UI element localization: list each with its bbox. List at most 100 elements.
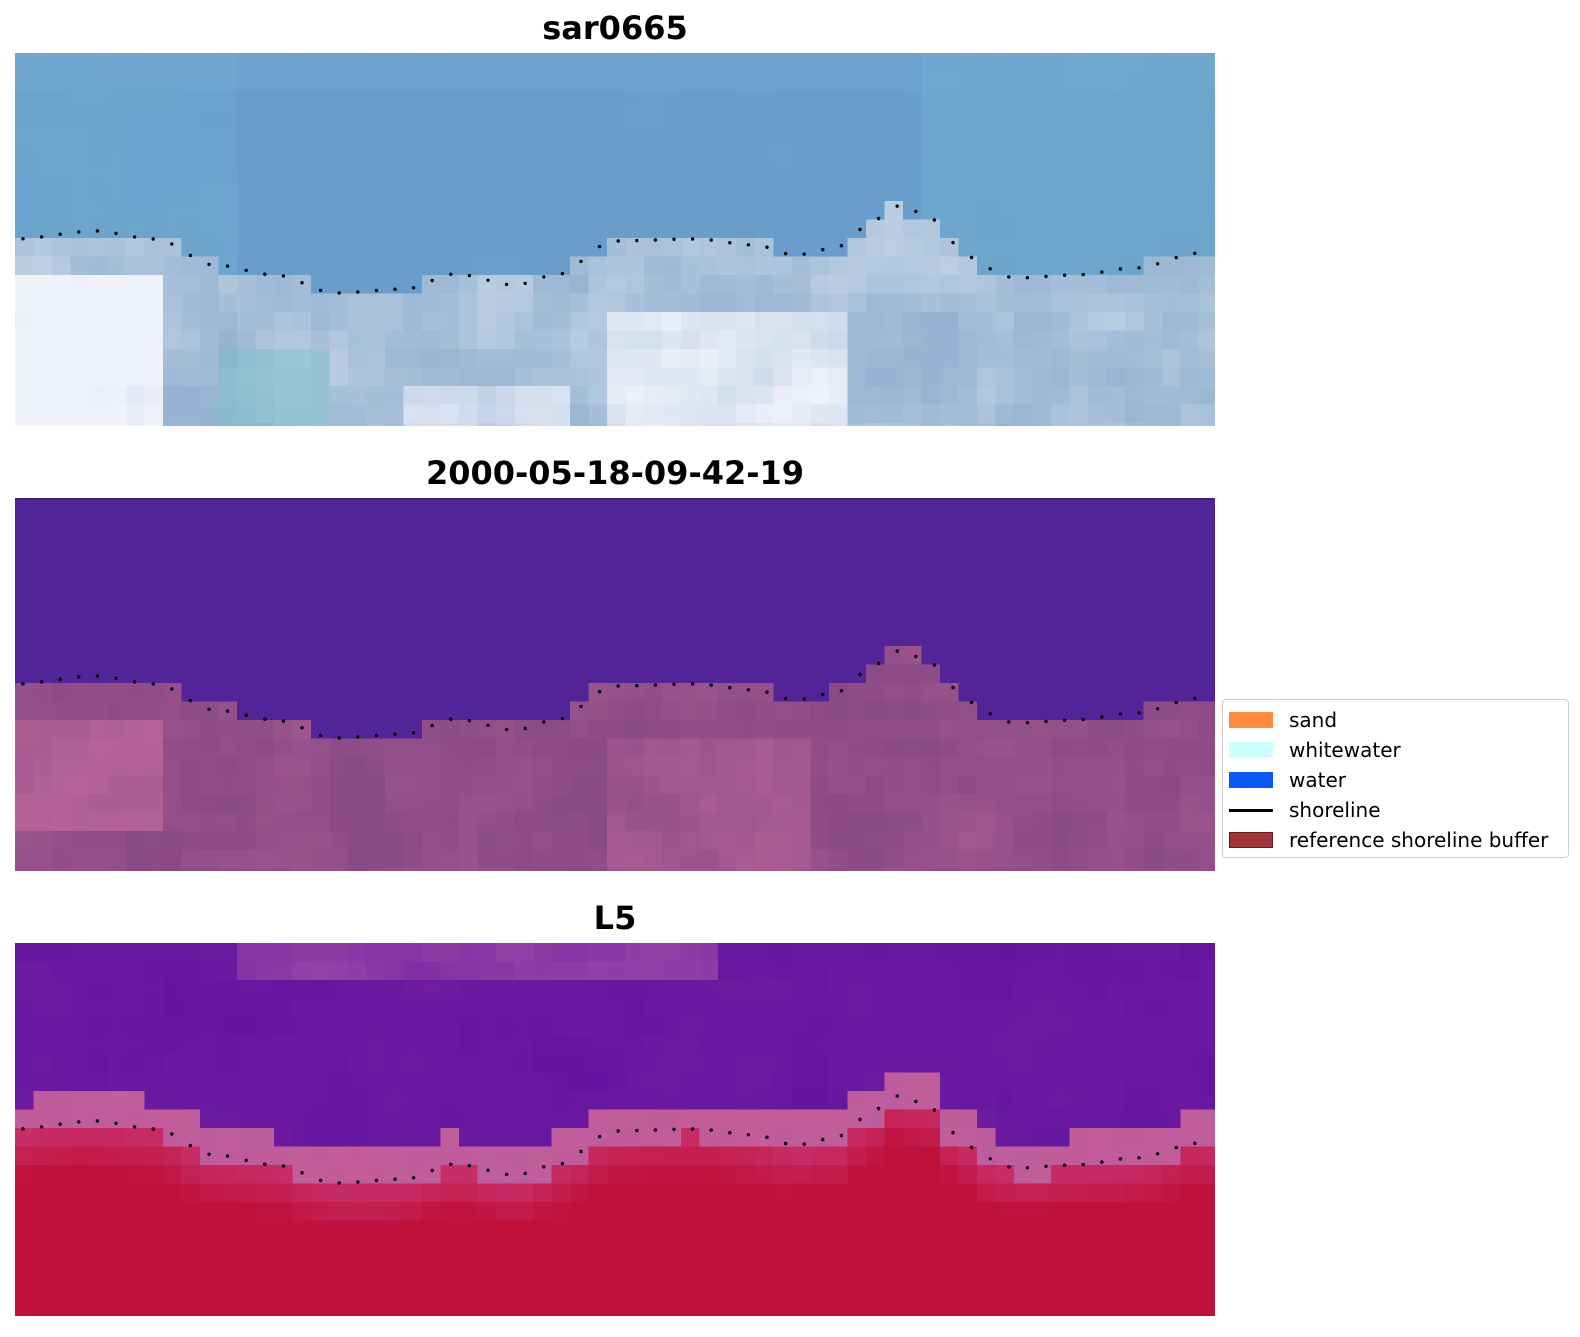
raster-cell [681, 590, 701, 610]
shoreline-point [21, 237, 25, 241]
raster-cell [255, 219, 275, 239]
raster-cell [163, 1128, 183, 1148]
raster-cell [1199, 1183, 1215, 1203]
raster-cell [440, 1294, 460, 1314]
raster-cell [588, 367, 608, 387]
raster-cell [607, 572, 627, 592]
raster-cell [551, 293, 571, 313]
shoreline-point [486, 278, 490, 282]
raster-cell [829, 998, 849, 1018]
raster-cell [1051, 330, 1071, 350]
raster-cell [810, 516, 830, 536]
raster-cell [1143, 330, 1163, 350]
raster-cell [440, 980, 460, 1000]
raster-cell [533, 1239, 553, 1259]
raster-cell [755, 1220, 775, 1240]
shoreline-point [1100, 715, 1104, 719]
raster-cell [292, 238, 312, 258]
raster-cell [477, 1091, 497, 1111]
raster-cell [551, 1313, 571, 1316]
raster-cell [699, 53, 719, 73]
shoreline-point [672, 682, 676, 686]
raster-cell [274, 757, 294, 777]
raster-cell [718, 553, 738, 573]
raster-cell [1088, 831, 1108, 851]
raster-cell [89, 980, 109, 1000]
raster-cell [70, 293, 90, 313]
raster-cell [144, 1313, 164, 1316]
raster-cell [459, 775, 479, 795]
raster-cell [736, 1128, 756, 1148]
raster-cell [514, 849, 534, 869]
raster-cell [181, 757, 201, 777]
raster-cell [736, 572, 756, 592]
raster-cell [607, 831, 627, 851]
raster-cell [514, 386, 534, 406]
raster-cell [33, 1239, 53, 1259]
raster-cell [70, 1091, 90, 1111]
raster-cell [1014, 720, 1034, 740]
raster-cell [440, 757, 460, 777]
raster-cell [107, 868, 127, 871]
raster-cell [570, 90, 590, 110]
raster-cell [1162, 275, 1182, 295]
raster-cell [1032, 275, 1052, 295]
raster-cell [459, 312, 479, 332]
raster-cell [15, 812, 35, 832]
raster-cell [311, 219, 331, 239]
raster-cell [662, 1035, 682, 1055]
raster-cell [477, 590, 497, 610]
raster-cell [1106, 182, 1126, 202]
raster-cell [644, 404, 664, 424]
raster-cell [995, 90, 1015, 110]
raster-cell [33, 627, 53, 647]
raster-cell [200, 349, 220, 369]
raster-cell [52, 683, 72, 703]
raster-cell [662, 349, 682, 369]
raster-cell [884, 275, 904, 295]
raster-cell [403, 71, 423, 91]
raster-cell [736, 1035, 756, 1055]
raster-cell [1125, 1220, 1145, 1240]
raster-cell [1106, 349, 1126, 369]
image-panel-classified [15, 498, 1215, 871]
raster-cell [810, 275, 830, 295]
raster-cell [533, 609, 553, 629]
raster-cell [588, 1035, 608, 1055]
raster-cell [847, 738, 867, 758]
raster-cell [810, 831, 830, 851]
raster-cell [459, 164, 479, 184]
raster-cell [533, 516, 553, 536]
raster-cell [1125, 71, 1145, 91]
raster-cell [644, 831, 664, 851]
raster-cell [1069, 1294, 1089, 1314]
raster-cell [237, 386, 257, 406]
raster-cell [533, 961, 553, 981]
raster-cell [662, 849, 682, 869]
raster-cell [477, 961, 497, 981]
raster-cell [940, 238, 960, 258]
raster-cell [237, 330, 257, 350]
raster-cell [995, 1128, 1015, 1148]
raster-cell [255, 386, 275, 406]
raster-cell [625, 1220, 645, 1240]
raster-cell [70, 720, 90, 740]
raster-cell [1143, 757, 1163, 777]
raster-cell [329, 720, 349, 740]
raster-cell [329, 553, 349, 573]
raster-cell [866, 757, 886, 777]
raster-cell [958, 701, 978, 721]
raster-cell [1180, 1239, 1200, 1259]
raster-cell [237, 1257, 257, 1277]
raster-cell [995, 1072, 1015, 1092]
raster-cell [1106, 127, 1126, 147]
raster-cell [884, 1035, 904, 1055]
raster-cell [533, 423, 553, 426]
raster-cell [866, 1072, 886, 1092]
raster-cell [200, 1017, 220, 1037]
raster-cell [218, 998, 238, 1018]
raster-cell [588, 182, 608, 202]
raster-cell [681, 90, 701, 110]
raster-cell [329, 127, 349, 147]
raster-cell [163, 757, 183, 777]
